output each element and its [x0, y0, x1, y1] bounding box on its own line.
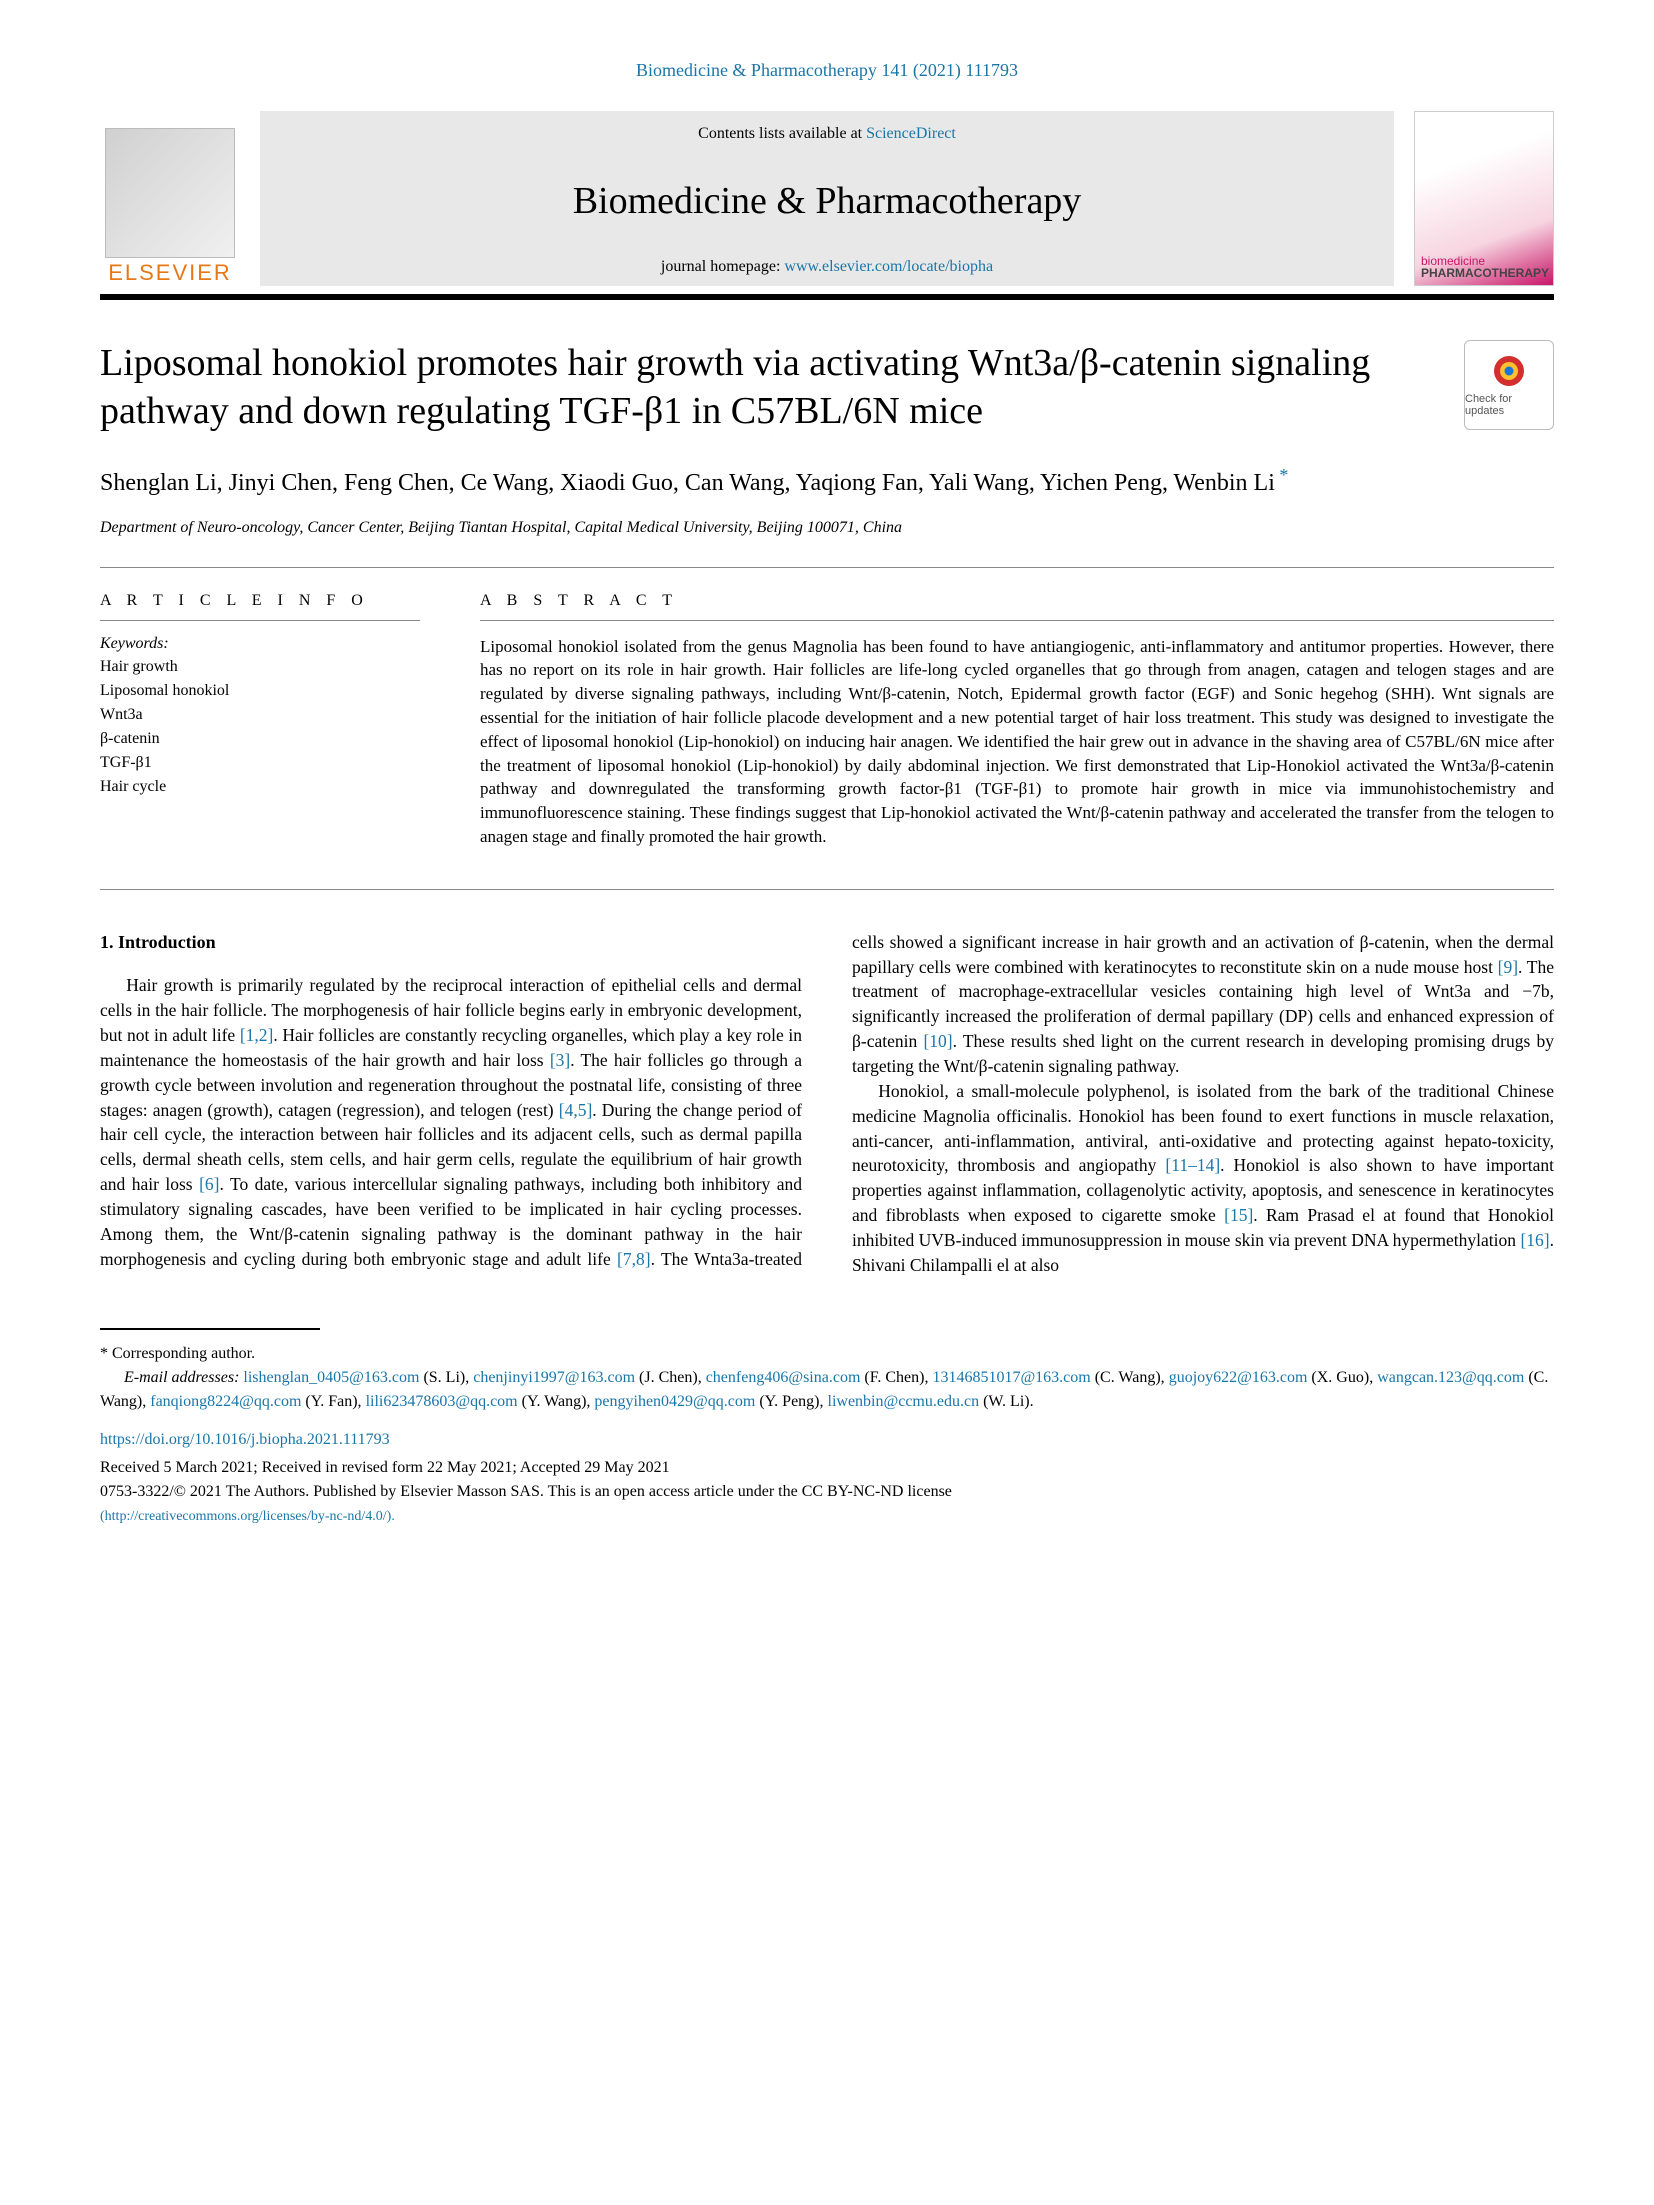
body-span: . These results shed light on the curren…: [852, 1031, 1554, 1076]
email-link[interactable]: 13146851017@163.com: [932, 1369, 1090, 1386]
email-who: (W. Li).: [979, 1393, 1034, 1410]
keyword: Hair growth: [100, 655, 420, 679]
license-link[interactable]: (http://creativecommons.org/licenses/by-…: [100, 1509, 395, 1524]
journal-cover-image: biomedicine PHARMACOTHERAPY: [1414, 111, 1554, 286]
cover-line2: PHARMACOTHERAPY: [1421, 266, 1549, 280]
email-who: (Y. Wang),: [518, 1393, 595, 1410]
keywords-label: Keywords:: [100, 635, 420, 653]
ref-link[interactable]: [6]: [199, 1174, 219, 1194]
author-list: Shenglan Li, Jinyi Chen, Feng Chen, Ce W…: [100, 470, 1275, 496]
corresponding-mark: *: [1275, 465, 1289, 485]
email-link[interactable]: liwenbin@ccmu.edu.cn: [828, 1393, 980, 1410]
masthead: ELSEVIER Contents lists available at Sci…: [100, 111, 1554, 286]
ref-link[interactable]: [3]: [550, 1050, 570, 1070]
body-text: 1. Introduction Hair growth is primarily…: [100, 930, 1554, 1278]
keyword: β-catenin: [100, 727, 420, 751]
abstract-text: Liposomal honokiol isolated from the gen…: [480, 635, 1554, 849]
article-info-heading: A R T I C L E I N F O: [100, 578, 420, 621]
abstract-column: A B S T R A C T Liposomal honokiol isola…: [480, 578, 1554, 849]
elsevier-tree-icon: [105, 128, 235, 258]
ref-link[interactable]: [16]: [1520, 1230, 1549, 1250]
keyword: Wnt3a: [100, 703, 420, 727]
homepage-line: journal homepage: www.elsevier.com/locat…: [280, 258, 1374, 276]
email-link[interactable]: guojoy622@163.com: [1169, 1369, 1308, 1386]
ref-link[interactable]: [15]: [1224, 1205, 1253, 1225]
corresponding-author-label: * Corresponding author.: [100, 1342, 1554, 1366]
check-updates-label: Check for updates: [1465, 393, 1553, 417]
keyword: TGF-β1: [100, 751, 420, 775]
journal-cover-col: biomedicine PHARMACOTHERAPY: [1414, 111, 1554, 286]
authors: Shenglan Li, Jinyi Chen, Feng Chen, Ce W…: [100, 463, 1554, 501]
email-link[interactable]: lili623478603@qq.com: [366, 1393, 518, 1410]
article-info-column: A R T I C L E I N F O Keywords: Hair gro…: [100, 578, 420, 849]
email-link[interactable]: wangcan.123@qq.com: [1377, 1369, 1524, 1386]
email-link[interactable]: fanqiong8224@qq.com: [150, 1393, 301, 1410]
publisher-logo-col: ELSEVIER: [100, 111, 240, 286]
sciencedirect-link[interactable]: ScienceDirect: [866, 125, 956, 142]
masthead-rule: [100, 294, 1554, 300]
divider: [100, 567, 1554, 568]
email-who: (J. Chen),: [635, 1369, 706, 1386]
contents-line: Contents lists available at ScienceDirec…: [280, 125, 1374, 143]
ref-link[interactable]: [9]: [1498, 957, 1518, 977]
email-who: (X. Guo),: [1307, 1369, 1377, 1386]
ref-link[interactable]: [10]: [923, 1031, 952, 1051]
ref-link[interactable]: [4,5]: [559, 1100, 593, 1120]
copyright-line: 0753-3322/© 2021 The Authors. Published …: [100, 1480, 1554, 1504]
ref-link[interactable]: [1,2]: [240, 1025, 274, 1045]
email-who: (F. Chen),: [860, 1369, 932, 1386]
article-title: Liposomal honokiol promotes hair growth …: [100, 340, 1444, 435]
email-link[interactable]: pengyihen0429@qq.com: [594, 1393, 755, 1410]
email-link[interactable]: chenfeng406@sina.com: [706, 1369, 861, 1386]
footer: * Corresponding author. E-mail addresses…: [100, 1342, 1554, 1528]
email-label: E-mail addresses:: [124, 1369, 243, 1386]
check-updates-badge[interactable]: Check for updates: [1464, 340, 1554, 430]
publisher-name: ELSEVIER: [108, 260, 232, 286]
keyword: Hair cycle: [100, 775, 420, 799]
affiliation: Department of Neuro-oncology, Cancer Cen…: [100, 519, 1554, 537]
divider: [100, 889, 1554, 890]
top-citation: Biomedicine & Pharmacotherapy 141 (2021)…: [100, 60, 1554, 81]
ref-link[interactable]: [11–14]: [1165, 1155, 1220, 1175]
article-history: Received 5 March 2021; Received in revis…: [100, 1456, 1554, 1480]
email-link[interactable]: lishenglan_0405@163.com: [243, 1369, 419, 1386]
top-citation-link[interactable]: Biomedicine & Pharmacotherapy 141 (2021)…: [636, 60, 1018, 80]
section-heading: 1. Introduction: [100, 930, 802, 956]
abstract-heading: A B S T R A C T: [480, 578, 1554, 621]
email-who: (C. Wang),: [1091, 1369, 1169, 1386]
crossmark-icon: [1491, 353, 1527, 389]
email-who: (S. Li),: [419, 1369, 473, 1386]
keywords-list: Hair growth Liposomal honokiol Wnt3a β-c…: [100, 655, 420, 799]
email-addresses: E-mail addresses: lishenglan_0405@163.co…: [100, 1366, 1554, 1414]
contents-prefix: Contents lists available at: [698, 125, 866, 142]
footnote-rule: [100, 1328, 320, 1330]
ref-link[interactable]: [7,8]: [617, 1249, 651, 1269]
keyword: Liposomal honokiol: [100, 679, 420, 703]
homepage-link[interactable]: www.elsevier.com/locate/biopha: [784, 258, 993, 275]
email-who: (Y. Fan),: [301, 1393, 365, 1410]
homepage-prefix: journal homepage:: [661, 258, 785, 275]
doi-link[interactable]: https://doi.org/10.1016/j.biopha.2021.11…: [100, 1428, 1554, 1452]
email-who: (Y. Peng),: [755, 1393, 827, 1410]
email-link[interactable]: chenjinyi1997@163.com: [473, 1369, 635, 1386]
journal-name: Biomedicine & Pharmacotherapy: [280, 179, 1374, 223]
masthead-center: Contents lists available at ScienceDirec…: [260, 111, 1394, 286]
